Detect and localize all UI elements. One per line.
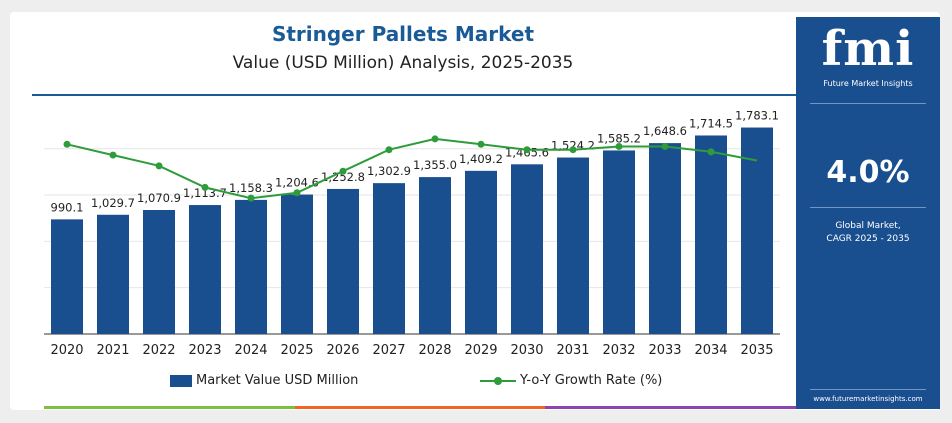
- header-divider: [32, 94, 796, 96]
- growth-point: [155, 162, 163, 170]
- x-tick-label: 2023: [188, 343, 221, 358]
- bar: [649, 143, 681, 334]
- stripe-green: [44, 406, 295, 409]
- bar-value-label: 1,648.6: [643, 124, 687, 138]
- bar: [741, 127, 773, 334]
- bar-value-label: 1,252.8: [321, 170, 365, 184]
- growth-point: [63, 140, 71, 148]
- side-divider: [810, 103, 926, 104]
- x-tick-label: 2029: [464, 343, 497, 358]
- bar: [51, 219, 83, 334]
- bar-value-label: 1,783.1: [735, 109, 779, 123]
- x-tick-label: 2021: [96, 343, 129, 358]
- x-tick-label: 2020: [50, 343, 83, 358]
- bar-value-label: 990.1: [51, 200, 84, 214]
- legend-bar-label: Market Value USD Million: [196, 373, 359, 388]
- growth-point: [339, 167, 347, 175]
- bar-value-label: 1,409.2: [459, 152, 503, 166]
- cagr-value: 4.0%: [826, 155, 910, 190]
- bar: [695, 135, 727, 334]
- growth-point: [661, 142, 669, 150]
- x-tick-label: 2024: [234, 343, 267, 358]
- bar-value-label: 1,355.0: [413, 158, 457, 172]
- growth-line: [66, 137, 758, 200]
- bar-value-label: 1,204.6: [275, 176, 319, 190]
- bar: [189, 205, 221, 334]
- cagr-divider: [810, 207, 926, 208]
- bar: [281, 194, 313, 334]
- bar: [465, 170, 497, 334]
- bar-value-label: 1,158.3: [229, 181, 273, 195]
- bar-value-label: 1,029.7: [91, 196, 135, 210]
- growth-point: [293, 189, 301, 197]
- bar: [373, 183, 405, 334]
- x-tick-label: 2028: [418, 343, 451, 358]
- bar: [419, 177, 451, 334]
- stripe-purple: [545, 406, 797, 409]
- chart-title: Stringer Pallets Market: [271, 22, 535, 46]
- logo-wordmark: fmi: [821, 21, 915, 77]
- x-tick-label: 2033: [648, 343, 681, 358]
- x-tick-label: 2031: [556, 343, 589, 358]
- growth-point: [385, 146, 393, 154]
- chart-subtitle: Value (USD Million) Analysis, 2025-2035: [232, 53, 574, 73]
- stripe-orange: [294, 406, 546, 409]
- legend-bar-entry: Market Value USD Million: [170, 373, 358, 388]
- x-tick-label: 2022: [142, 343, 175, 358]
- bar: [511, 164, 543, 334]
- growth-point: [247, 194, 255, 202]
- legend-line-entry: Y-o-Y Growth Rate (%): [480, 373, 662, 388]
- site-divider: [810, 389, 926, 390]
- chart-card: Stringer Pallets Market Value (USD Milli…: [10, 12, 940, 410]
- bar-value-label: 1,302.9: [367, 164, 411, 178]
- fmi-logo: fmi Future Market Insights: [796, 17, 940, 99]
- x-tick-label: 2026: [326, 343, 359, 358]
- growth-point: [431, 135, 439, 143]
- growth-point: [569, 146, 577, 154]
- growth-point: [707, 148, 715, 156]
- website-link[interactable]: www.futuremarketinsights.com: [813, 395, 923, 403]
- bar-value-label: 1,714.5: [689, 116, 733, 130]
- bar: [557, 157, 589, 334]
- bar: [327, 188, 359, 334]
- chart-header: Stringer Pallets Market Value (USD Milli…: [10, 12, 796, 92]
- bar: [603, 150, 635, 334]
- cagr-label-line2: CAGR 2025 - 2035: [826, 234, 910, 244]
- growth-point: [477, 140, 485, 148]
- growth-point: [523, 146, 531, 154]
- chart-plot: 990.1 1,029.7 1,070.9 1,113.7 1,158.3 1,204.6…: [44, 109, 780, 358]
- x-tick-label: 2025: [280, 343, 313, 358]
- legend-line-swatch: [480, 375, 516, 387]
- legend-bar-swatch: [170, 374, 192, 387]
- bar-value-label: 1,585.2: [597, 131, 641, 145]
- x-tick-label: 2034: [694, 343, 727, 358]
- bar: [143, 210, 175, 334]
- x-tick-label: 2032: [602, 343, 635, 358]
- x-tick-label: 2035: [740, 343, 773, 358]
- legend-line-label: Y-o-Y Growth Rate (%): [520, 373, 663, 388]
- x-tick-label: 2027: [372, 343, 405, 358]
- logo-tagline: Future Market Insights: [823, 79, 913, 88]
- footer-color-stripe: [44, 406, 797, 409]
- x-tick-label: 2030: [510, 343, 543, 358]
- side-panel: fmi Future Market Insights 4.0% Global M…: [796, 17, 940, 409]
- bar: [97, 214, 129, 334]
- bar: [235, 199, 267, 334]
- growth-point: [109, 151, 117, 159]
- growth-point: [201, 183, 209, 191]
- bar-value-label: 1,070.9: [137, 191, 181, 205]
- cagr-label-line1: Global Market,: [835, 221, 901, 231]
- growth-point: [615, 142, 623, 150]
